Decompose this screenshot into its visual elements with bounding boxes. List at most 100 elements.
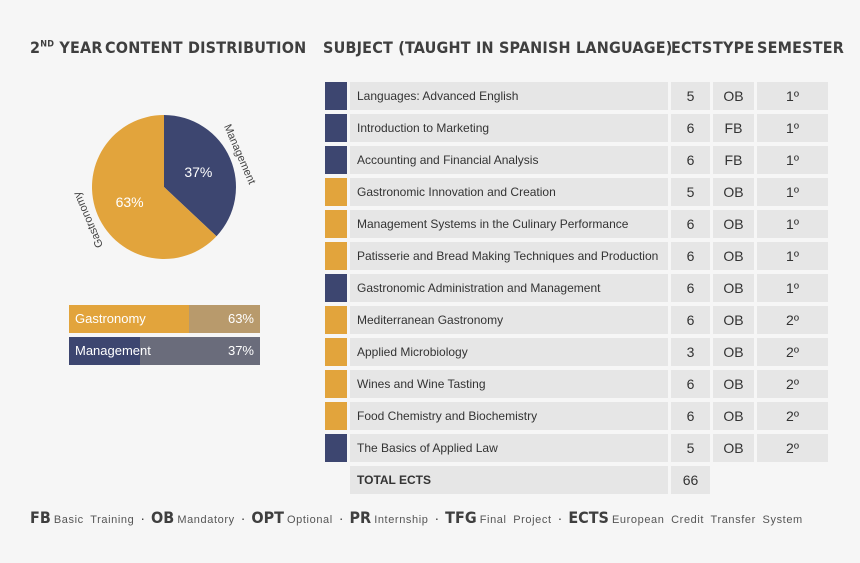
area-color-swatch xyxy=(325,370,347,398)
total-spacer xyxy=(713,466,754,494)
total-ects-value: 66 xyxy=(671,466,710,494)
total-spacer xyxy=(757,466,828,494)
footer-description: Basic Training xyxy=(53,514,135,526)
subject-type: OB xyxy=(713,82,754,110)
subject-column-header: SUBJECT (TAUGHT IN SPANISH LANGUAGE) xyxy=(323,38,673,57)
legend-gastronomy-label: Gastronomy xyxy=(75,311,146,326)
subject-semester: 1º xyxy=(757,146,828,174)
subject-ects: 3 xyxy=(671,338,710,366)
area-color-swatch xyxy=(325,82,347,110)
subject-semester: 1º xyxy=(757,210,828,238)
footer-separator: · xyxy=(240,510,246,526)
legend-gastronomy-fill xyxy=(69,305,190,333)
subject-name: Management Systems in the Culinary Perfo… xyxy=(350,210,668,238)
table-row: Patisserie and Bread Making Techniques a… xyxy=(325,242,828,270)
subject-name: Accounting and Financial Analysis xyxy=(350,146,668,174)
footer-description: Optional xyxy=(287,514,333,526)
area-color-swatch xyxy=(325,306,347,334)
area-color-swatch xyxy=(325,242,347,270)
subject-type: OB xyxy=(713,338,754,366)
legend-management-fill xyxy=(69,337,140,365)
legend-management-percent: 37% xyxy=(227,343,254,358)
table-row: Mediterranean Gastronomy 6 OB 2º xyxy=(325,306,828,334)
table-row: Accounting and Financial Analysis 6 FB 1º xyxy=(325,146,828,174)
area-color-swatch xyxy=(325,210,347,238)
subject-ects: 6 xyxy=(671,306,710,334)
pie-slice-gastronomy xyxy=(92,115,217,259)
subject-semester: 1º xyxy=(757,274,828,302)
subject-ects: 5 xyxy=(671,434,710,462)
footer-abbreviation: FB xyxy=(30,508,51,527)
year-ordinal: ND xyxy=(40,39,55,50)
year-word: YEAR xyxy=(54,38,103,57)
legend-gastronomy-percent: 63% xyxy=(227,311,254,326)
footer-description: Final Project xyxy=(479,514,552,526)
area-color-swatch xyxy=(325,178,347,206)
area-color-swatch xyxy=(325,338,347,366)
footer-abbreviation: TFG xyxy=(445,508,477,527)
subject-ects: 6 xyxy=(671,370,710,398)
subject-name: Applied Microbiology xyxy=(350,338,668,366)
table-row: Applied Microbiology 3 OB 2º xyxy=(325,338,828,366)
subject-semester: 2º xyxy=(757,306,828,334)
content-distribution-heading: CONTENT DISTRIBUTION xyxy=(105,38,307,57)
subject-ects: 6 xyxy=(671,146,710,174)
subject-name: Wines and Wine Tasting xyxy=(350,370,668,398)
subject-semester: 2º xyxy=(757,434,828,462)
subject-type: FB xyxy=(713,146,754,174)
total-spacer xyxy=(325,466,347,494)
footer-abbreviation: ECTS xyxy=(568,508,609,527)
subject-name: Gastronomic Innovation and Creation xyxy=(350,178,668,206)
subject-semester: 1º xyxy=(757,82,828,110)
subject-ects: 6 xyxy=(671,242,710,270)
footer-separator: · xyxy=(338,510,344,526)
subject-name: Gastronomic Administration and Managemen… xyxy=(350,274,668,302)
total-ects-label: TOTAL ECTS xyxy=(350,466,668,494)
type-column-header: TYPE xyxy=(713,38,755,57)
abbreviations-footer: FB Basic Training · OB Mandatory · OPT Optio… xyxy=(30,508,803,527)
table-row: Gastronomic Administration and Managemen… xyxy=(325,274,828,302)
subjects-table-body: Languages: Advanced English 5 OB 1º Introduc… xyxy=(325,82,828,494)
subject-name: Mediterranean Gastronomy xyxy=(350,306,668,334)
subject-type: OB xyxy=(713,402,754,430)
pie-percent-label-gastronomy: 63% xyxy=(116,194,144,210)
subject-semester: 1º xyxy=(757,178,828,206)
table-row: Gastronomic Innovation and Creation 5 OB 1º xyxy=(325,178,828,206)
footer-description: Mandatory xyxy=(177,514,235,526)
subject-name: Introduction to Marketing xyxy=(350,114,668,142)
subject-type: OB xyxy=(713,242,754,270)
legend-management: Management 37% xyxy=(69,337,260,365)
subject-ects: 6 xyxy=(671,210,710,238)
pie-slice-management xyxy=(164,115,236,237)
subject-type: OB xyxy=(713,178,754,206)
subject-type: FB xyxy=(713,114,754,142)
pie-percent-label-management: 37% xyxy=(184,164,212,180)
subject-semester: 1º xyxy=(757,242,828,270)
subject-type: OB xyxy=(713,210,754,238)
footer-abbreviation: OB xyxy=(151,508,175,527)
subject-semester: 2º xyxy=(757,338,828,366)
year-heading: 2ND YEAR xyxy=(30,38,103,57)
subject-name: Languages: Advanced English xyxy=(350,82,668,110)
subject-semester: 2º xyxy=(757,402,828,430)
area-color-swatch xyxy=(325,434,347,462)
subject-ects: 6 xyxy=(671,114,710,142)
year-number: 2 xyxy=(30,38,41,57)
subject-name: Food Chemistry and Biochemistry xyxy=(350,402,668,430)
table-row: Wines and Wine Tasting 6 OB 2º xyxy=(325,370,828,398)
footer-abbreviation: PR xyxy=(349,508,372,527)
subject-name: The Basics of Applied Law xyxy=(350,434,668,462)
subject-semester: 1º xyxy=(757,114,828,142)
subjects-table: Languages: Advanced English 5 OB 1º Introduc… xyxy=(322,78,831,498)
subject-type: OB xyxy=(713,274,754,302)
subject-ects: 6 xyxy=(671,402,710,430)
ects-column-header: ECTS xyxy=(671,38,713,57)
footer-description: European Credit Transfer System xyxy=(611,514,803,526)
table-row: The Basics of Applied Law 5 OB 2º xyxy=(325,434,828,462)
table-row: Food Chemistry and Biochemistry 6 OB 2º xyxy=(325,402,828,430)
table-row: Introduction to Marketing 6 FB 1º xyxy=(325,114,828,142)
footer-separator: · xyxy=(557,510,563,526)
subject-type: OB xyxy=(713,370,754,398)
area-color-swatch xyxy=(325,114,347,142)
